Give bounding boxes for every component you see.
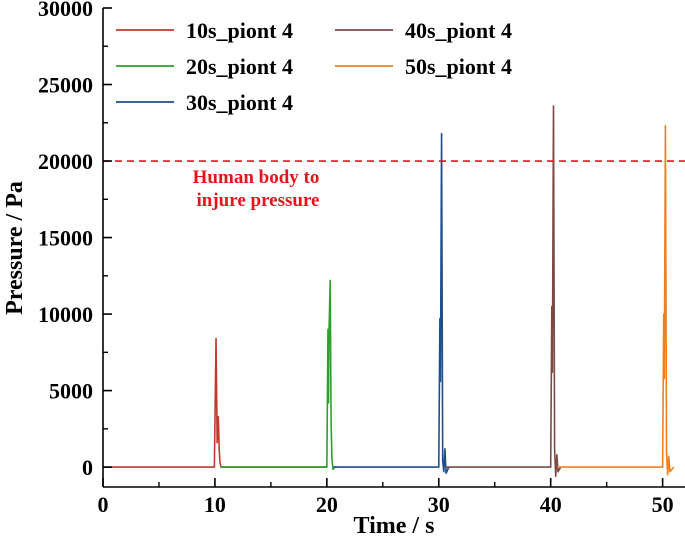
y-tick-labels: 0 5000 10000 15000 20000 25000 30000 [38,0,93,480]
legend: 10s_piont 4 20s_piont 4 30s_piont 4 40s_pio… [116,18,512,115]
x-tick-label: 10 [204,492,226,517]
legend-item-2: 20s_piont 4 [116,54,293,79]
axes [102,8,685,488]
y-tick-label: 30000 [38,0,93,21]
x-tick-labels: 0 10 20 30 40 50 [98,492,674,517]
series-line-2 [220,279,337,471]
y-tick-label: 20000 [38,149,93,174]
x-tick-label: 50 [652,492,674,517]
legend-item-4: 40s_piont 4 [335,18,512,43]
annotation: Human body to injure pressure [193,167,320,211]
y-tick-label: 15000 [38,226,93,251]
x-axis-title: Time / s [354,513,435,538]
series-line-1 [103,337,327,468]
legend-label: 30s_piont 4 [186,90,293,115]
annotation-line-1: Human body to [193,167,320,188]
x-tick-label: 0 [98,492,109,517]
y-tick-label: 0 [82,455,93,480]
series-line-5 [557,125,675,476]
legend-label: 20s_piont 4 [186,54,293,79]
legend-label: 40s_piont 4 [405,18,512,43]
y-tick-label: 5000 [49,379,93,404]
y-tick-label: 25000 [38,73,93,98]
series-lines [103,105,675,478]
legend-item-3: 30s_piont 4 [116,90,293,115]
y-tick-label: 10000 [38,302,93,327]
legend-item-5: 50s_piont 4 [335,54,512,79]
y-axis-title: Pressure / Pa [2,181,28,315]
x-tick-label: 20 [316,492,338,517]
series-line-4 [445,105,562,478]
legend-label: 50s_piont 4 [405,54,512,79]
series-line-3 [333,132,450,475]
x-tick-label: 30 [428,492,450,517]
legend-item-1: 10s_piont 4 [116,18,293,43]
legend-label: 10s_piont 4 [186,18,293,43]
x-tick-label: 40 [540,492,562,517]
ticks [102,7,664,487]
annotation-line-2: injure pressure [197,190,320,211]
